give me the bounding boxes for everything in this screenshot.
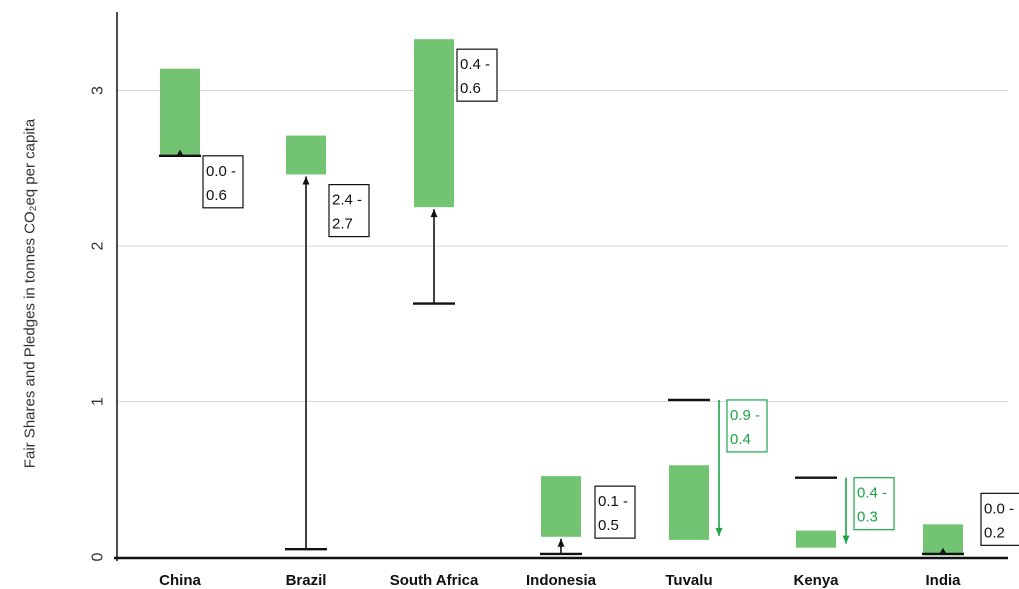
y-tick-label: 0	[90, 552, 107, 561]
gap-label-line2-kenya: 0.3	[857, 509, 878, 526]
x-tick-label-tuvalu: Tuvalu	[665, 572, 712, 589]
x-tick-label-china: China	[159, 572, 201, 589]
gap-label-box-indonesia	[594, 485, 636, 539]
y-tick-label: 3	[90, 86, 107, 95]
gap-label-line2-tuvalu: 0.4	[730, 431, 751, 448]
gap-label-line1-india: 0.0 -	[984, 500, 1014, 517]
gap-label-line2-china: 0.6	[206, 187, 227, 204]
x-tick-label-brazil: Brazil	[286, 572, 327, 589]
gap-label-line1-kenya: 0.4 -	[857, 485, 887, 502]
gap-label-box-tuvalu	[726, 399, 768, 453]
gap-south-africa-arrow-head	[430, 209, 438, 218]
fair-share-bar-south-africa	[414, 39, 454, 208]
gap-indonesia-arrow-head	[557, 538, 565, 547]
gap-tuvalu-arrow-head	[715, 527, 723, 536]
group-india: 0.0 - 0.2	[922, 492, 1019, 556]
x-tick-label-india: India	[925, 572, 961, 589]
group-brazil: 2.4 - 2.7	[285, 135, 370, 551]
x-tick-label-kenya: Kenya	[793, 572, 839, 589]
gap-label-line1-brazil: 2.4 -	[332, 192, 362, 209]
y-tick-label: 2	[90, 241, 107, 250]
fair-share-bar-kenya	[796, 530, 836, 548]
gap-label-line2-south-africa: 0.6	[460, 80, 481, 97]
x-tick-label-indonesia: Indonesia	[526, 572, 597, 589]
gap-label-line1-tuvalu: 0.9 -	[730, 407, 760, 424]
gap-label-line2-brazil: 2.7	[332, 216, 353, 233]
fair-share-bar-china	[160, 68, 200, 156]
fair-share-bar-brazil	[286, 135, 326, 175]
gap-label-box-brazil	[328, 183, 370, 238]
group-china: 0.0 - 0.6	[159, 68, 244, 209]
group-south-africa: 0.4 - 0.6	[413, 39, 498, 305]
group-tuvalu: 0.9 - 0.4	[668, 398, 768, 540]
group-kenya: 0.4 - 0.3	[795, 476, 895, 548]
gap-label-line1-south-africa: 0.4 -	[460, 56, 490, 73]
gap-label-box-china	[202, 155, 244, 209]
gap-brazil-arrow-head	[302, 176, 310, 185]
fair-share-bar-indonesia	[541, 476, 581, 537]
gap-china-arrow-head	[177, 149, 183, 155]
gap-label-box-india	[980, 492, 1019, 546]
gap-label-box-kenya	[853, 477, 895, 531]
gap-label-line2-india: 0.2	[984, 524, 1005, 541]
gap-kenya-arrow-head	[842, 535, 850, 544]
gap-label-box-south-africa	[456, 48, 498, 102]
x-tick-label-south-africa: South Africa	[390, 572, 479, 589]
y-tick-label: 1	[90, 397, 107, 406]
fair-share-bar-tuvalu	[669, 465, 709, 540]
gap-india-arrow-head	[940, 547, 946, 553]
gap-label-line1-china: 0.0 -	[206, 163, 236, 180]
group-indonesia: 0.1 - 0.5	[540, 476, 636, 556]
gap-label-line2-indonesia: 0.5	[598, 517, 619, 534]
gap-label-line1-indonesia: 0.1 -	[598, 493, 628, 510]
